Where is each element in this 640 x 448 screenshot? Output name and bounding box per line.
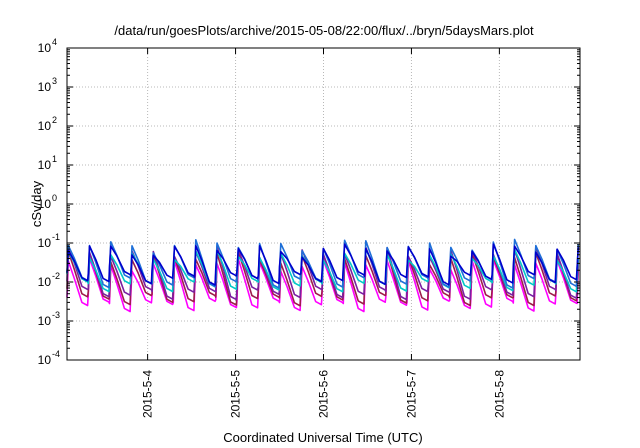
y-tick-label: 10 bbox=[38, 80, 52, 94]
y-tick-label: 10 bbox=[38, 353, 52, 367]
y-tick-label: 10 bbox=[38, 41, 52, 55]
y-tick-exponent: 4 bbox=[52, 37, 57, 47]
y-tick-label: 10 bbox=[38, 275, 52, 289]
grid-lines bbox=[67, 48, 580, 360]
y-tick-exponent: 0 bbox=[52, 193, 57, 203]
y-tick-exponent: -2 bbox=[52, 271, 60, 281]
x-tick-label: 2015-5-7 bbox=[404, 370, 418, 418]
chart-title: /data/run/goesPlots/archive/2015-05-08/2… bbox=[114, 23, 534, 38]
y-tick-exponent: -1 bbox=[52, 232, 60, 242]
y-tick-exponent: 3 bbox=[52, 76, 57, 86]
x-axis-ticks: 2015-5-4 2015-5-5 2015-5-6 2015-5-7 2015-5-8 bbox=[141, 48, 506, 418]
y-tick-exponent: 2 bbox=[52, 115, 57, 125]
x-tick-label: 2015-5-8 bbox=[492, 370, 506, 418]
x-tick-label: 2015-5-5 bbox=[229, 370, 243, 418]
y-tick-label: 10 bbox=[38, 236, 52, 250]
x-tick-label: 2015-5-6 bbox=[317, 370, 331, 418]
series-line bbox=[66, 243, 580, 286]
y-tick-label: 10 bbox=[38, 119, 52, 133]
y-axis-label: cSv/day bbox=[29, 180, 44, 227]
y-tick-label: 10 bbox=[38, 314, 52, 328]
y-tick-label: 10 bbox=[38, 158, 52, 172]
x-tick-label: 2015-5-4 bbox=[141, 370, 155, 418]
y-tick-label: 10 bbox=[38, 197, 52, 211]
series-layer bbox=[66, 238, 580, 313]
y-tick-exponent: -4 bbox=[52, 349, 60, 359]
x-axis-label: Coordinated Universal Time (UTC) bbox=[223, 430, 422, 445]
y-tick-exponent: -3 bbox=[52, 310, 60, 320]
y-tick-exponent: 1 bbox=[52, 154, 57, 164]
